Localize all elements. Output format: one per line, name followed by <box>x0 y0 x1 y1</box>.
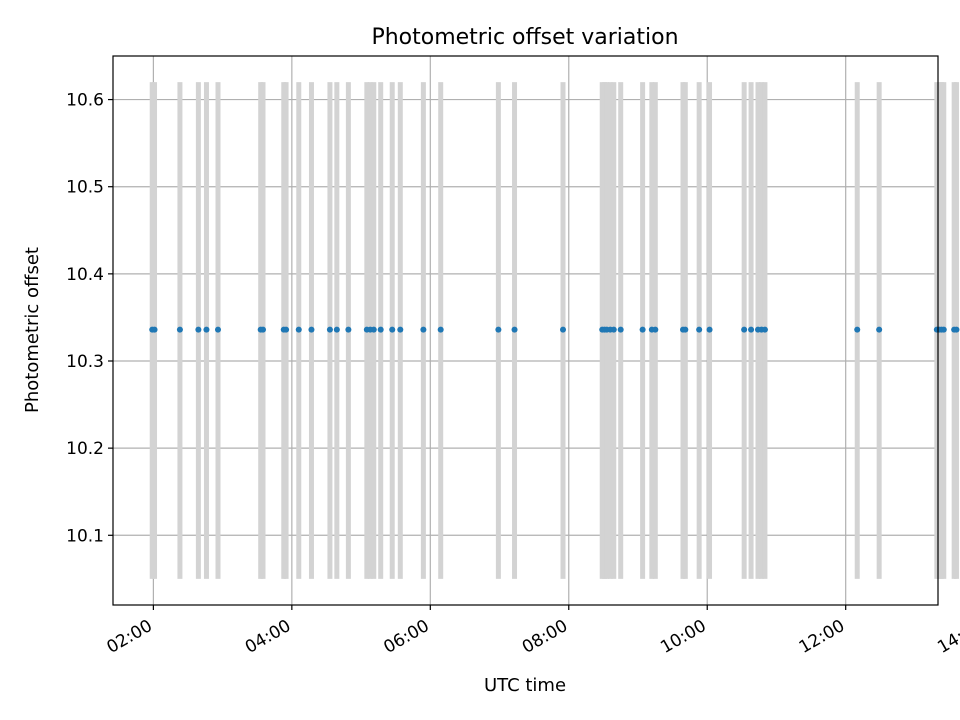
data-point <box>345 326 352 333</box>
data-point <box>420 326 427 333</box>
y-tick-label: 10.6 <box>66 91 104 111</box>
x-axis-label: UTC time <box>484 675 566 696</box>
data-point <box>389 326 396 333</box>
data-point <box>940 326 947 333</box>
data-point <box>203 326 210 333</box>
data-point <box>151 326 158 333</box>
y-tick-label: 10.4 <box>66 265 104 285</box>
data-point <box>495 326 502 333</box>
data-point <box>682 326 689 333</box>
plot-frame <box>112 55 939 606</box>
data-point <box>696 326 703 333</box>
data-point <box>953 326 960 333</box>
data-point <box>283 326 290 333</box>
y-tick-label: 10.3 <box>66 352 104 372</box>
data-point <box>706 326 713 333</box>
data-point <box>560 326 566 333</box>
data-point <box>639 326 646 333</box>
data-point <box>854 326 861 333</box>
data-point <box>176 326 183 333</box>
data-point <box>333 326 340 333</box>
y-tick-label: 10.1 <box>66 526 104 546</box>
data-point <box>761 326 768 333</box>
data-point <box>195 326 202 333</box>
data-point <box>326 326 333 333</box>
data-point <box>215 326 221 333</box>
data-point <box>748 326 755 333</box>
data-point <box>377 326 384 333</box>
data-point <box>397 326 404 333</box>
data-point <box>370 326 377 333</box>
data-point <box>617 326 624 333</box>
data-point <box>876 326 883 333</box>
data-point <box>610 326 617 333</box>
data-point <box>652 326 659 333</box>
data-point <box>295 326 302 333</box>
y-tick-label: 10.2 <box>66 439 104 459</box>
data-point <box>511 326 518 333</box>
point-layer <box>149 326 960 333</box>
y-tick-label: 10.5 <box>66 178 104 198</box>
data-point <box>260 326 266 333</box>
y-axis-label: Photometric offset <box>22 247 43 413</box>
data-point <box>308 326 315 333</box>
data-point <box>437 326 444 333</box>
data-point <box>741 326 748 333</box>
chart-title: Photometric offset variation <box>371 25 678 50</box>
